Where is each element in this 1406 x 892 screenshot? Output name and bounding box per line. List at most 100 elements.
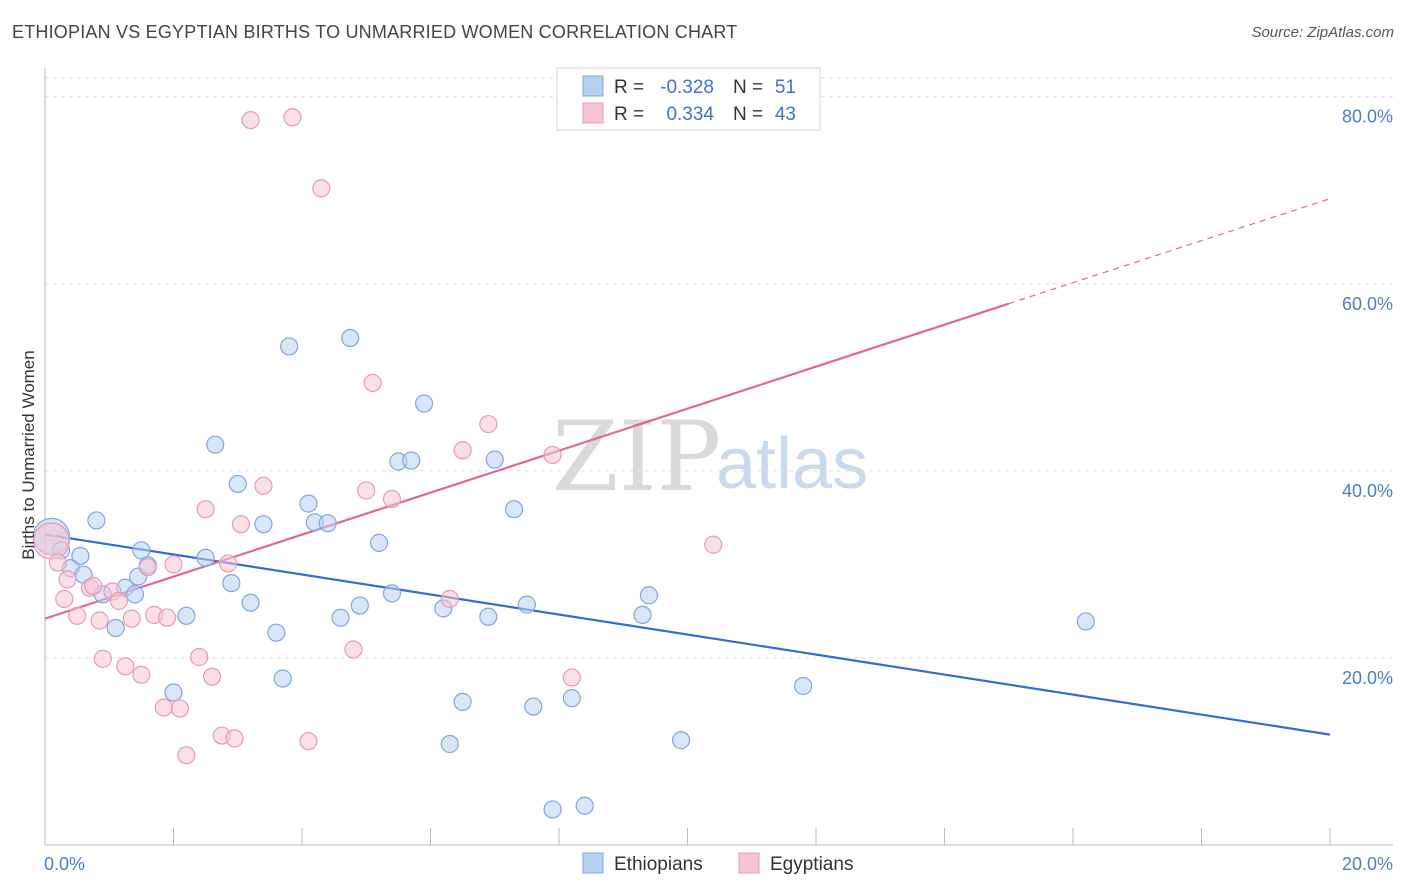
ethiopians-trend-line (44, 533, 1331, 736)
ethiopians-point (575, 796, 594, 815)
ethiopians-point (382, 584, 402, 603)
series-legend-label-ethiopians: Ethiopians (614, 854, 703, 875)
egyptians-point (55, 589, 74, 609)
ethiopians-point (402, 451, 421, 470)
series-legend-swatch-egyptians (738, 852, 760, 874)
egyptians-point (312, 179, 331, 198)
ethiopians-point (254, 515, 273, 534)
ethiopians-point (1076, 612, 1095, 631)
egyptians-point (479, 414, 498, 434)
egyptians-point (48, 553, 67, 572)
y-tick-label: 60.0% (1342, 294, 1393, 314)
data-points (32, 108, 1095, 819)
series-legend-label-egyptians: Egyptians (770, 854, 853, 875)
egyptians-point (231, 515, 251, 534)
ethiopians-point (504, 500, 524, 519)
egyptians-point (283, 108, 302, 127)
egyptians-point (84, 576, 103, 596)
egyptians-point (157, 608, 177, 627)
legend-n-value-1: 51 (775, 77, 796, 98)
egyptians-point (225, 729, 244, 748)
egyptians-point (344, 640, 363, 659)
egyptians-point (254, 476, 273, 495)
ethiopians-point (222, 573, 241, 593)
ethiopians-point (177, 606, 196, 625)
egyptians-point (116, 657, 135, 676)
ethiopians-point (206, 435, 225, 454)
ethiopians-point (87, 511, 106, 530)
y-tick-labels: 20.0% 40.0% 60.0% 80.0% (1342, 107, 1393, 688)
series-legend-swatch-ethiopians (582, 852, 604, 874)
x-tick-label-min: 0.0% (44, 854, 85, 874)
y-tick-label: 20.0% (1342, 668, 1393, 688)
ethiopians-point (543, 800, 562, 819)
egyptians-point (543, 445, 562, 465)
ethiopians-point (479, 607, 498, 626)
ethiopians-point (280, 337, 299, 356)
ethiopians-point (671, 731, 691, 750)
legend-n-label-1: N = (733, 77, 763, 98)
y-tick-label: 80.0% (1342, 107, 1393, 127)
ethiopians-point (341, 328, 360, 348)
x-tick-label-max: 20.0% (1342, 854, 1393, 874)
egyptians-point (177, 746, 196, 765)
ethiopians-point (794, 676, 813, 696)
ethiopians-point (633, 605, 652, 625)
egyptians-point (202, 667, 222, 686)
ethiopians-point (331, 608, 350, 627)
egyptians-point (122, 609, 141, 628)
ethiopians-point (196, 548, 215, 567)
egyptians-point (109, 591, 128, 610)
ethiopians-point (106, 618, 125, 638)
ethiopians-point (273, 669, 292, 688)
ethiopians-point (71, 546, 90, 566)
axes (44, 68, 1393, 846)
egyptians-point (219, 554, 238, 573)
watermark-atlas: atlas (716, 424, 868, 504)
legend-swatch-egyptians (582, 102, 604, 124)
ethiopians-point (125, 585, 145, 604)
egyptians-point (138, 558, 157, 577)
ethiopians-point (370, 533, 389, 552)
egyptians-point (93, 649, 112, 668)
egyptians-point (68, 606, 87, 625)
chart-title: ETHIOPIAN VS EGYPTIAN BIRTHS TO UNMARRIE… (12, 22, 738, 42)
legend-n-label-2: N = (733, 104, 763, 125)
egyptians-point (90, 611, 109, 630)
egyptians-point (58, 570, 77, 589)
egyptians-point (382, 489, 402, 509)
source-label: Source: ZipAtlas.com (1251, 24, 1394, 41)
ethiopians-point (318, 514, 337, 533)
ethiopians-point (164, 683, 183, 702)
y-axis-label: Births to Unmarried Women (19, 350, 38, 559)
legend-n-value-2: 43 (775, 104, 796, 125)
legend-swatch-ethiopians (582, 75, 604, 97)
egyptians-point (170, 699, 190, 718)
grid-lines (45, 77, 1393, 659)
ethiopians-point (228, 474, 247, 494)
egyptians-point (453, 441, 472, 460)
ethiopians-point (524, 697, 543, 716)
egyptians-point (132, 665, 151, 684)
ethiopians-point (562, 689, 581, 708)
ethiopians-point (453, 692, 472, 711)
legend-r-label-2: R = (614, 104, 644, 125)
ethiopians-point (267, 623, 286, 642)
ethiopians-point (517, 595, 536, 614)
watermark-zip: ZIP (552, 401, 721, 513)
legend-r-label-1: R = (614, 77, 644, 98)
ethiopians-point (485, 450, 504, 469)
legend-r-value-1: -0.328 (660, 77, 714, 98)
egyptians-point (562, 668, 581, 687)
legend-r-value-2: 0.334 (666, 104, 714, 125)
ethiopians-point (241, 593, 260, 612)
egyptians-point (196, 500, 215, 519)
egyptians-trend-line-extension (1008, 198, 1331, 305)
egyptians-point (164, 555, 183, 574)
egyptians-point (363, 373, 382, 393)
ethiopians-point (414, 394, 434, 413)
egyptians-point (241, 110, 260, 130)
egyptians-point (299, 732, 318, 751)
stats-legend: R = -0.328 N = 51 R = 0.334 N = 43 (556, 67, 821, 131)
